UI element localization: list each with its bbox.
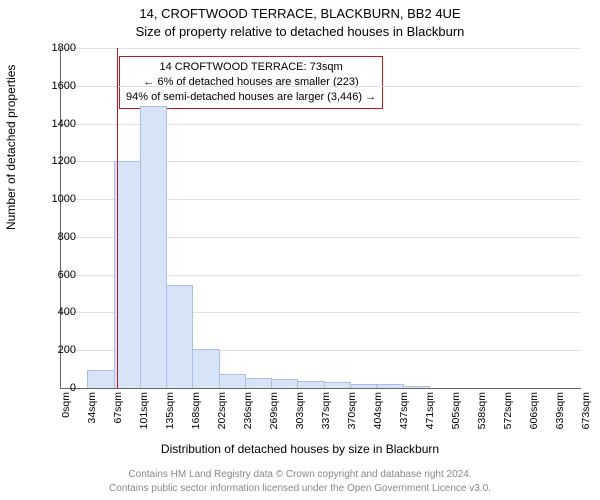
- title-line2: Size of property relative to detached ho…: [0, 24, 600, 39]
- y-tick-label: 200: [36, 344, 76, 356]
- marker-line: [117, 48, 118, 388]
- x-tick-label: 606sqm: [528, 392, 540, 442]
- x-tick-label: 135sqm: [164, 392, 176, 442]
- y-axis-label: Number of detached properties: [4, 65, 18, 230]
- x-tick-label: 303sqm: [294, 392, 306, 442]
- x-tick-label: 572sqm: [502, 392, 514, 442]
- plot-area: 14 CROFTWOOD TERRACE: 73sqm ← 6% of deta…: [60, 48, 581, 389]
- histogram-bar: [324, 382, 351, 388]
- x-tick-label: 0sqm: [60, 392, 72, 442]
- annotation-line1: 14 CROFTWOOD TERRACE: 73sqm: [126, 60, 376, 75]
- x-tick-label: 471sqm: [424, 392, 436, 442]
- x-tick-label: 639sqm: [554, 392, 566, 442]
- y-tick-label: 600: [36, 269, 76, 281]
- histogram-bar: [350, 384, 377, 388]
- footer-line1: Contains HM Land Registry data © Crown c…: [0, 469, 600, 480]
- histogram-bar: [140, 106, 167, 388]
- histogram-bar: [271, 379, 298, 388]
- title-line1: 14, CROFTWOOD TERRACE, BLACKBURN, BB2 4U…: [0, 6, 600, 21]
- y-tick-label: 1400: [36, 118, 76, 130]
- x-tick-label: 236sqm: [242, 392, 254, 442]
- footer-line2: Contains public sector information licen…: [0, 483, 600, 494]
- x-tick-label: 269sqm: [268, 392, 280, 442]
- gridline-h: [61, 86, 581, 87]
- histogram-bar: [192, 349, 219, 388]
- x-tick-label: 505sqm: [450, 392, 462, 442]
- x-tick-label: 202sqm: [216, 392, 228, 442]
- y-tick-label: 800: [36, 231, 76, 243]
- x-tick-label: 337sqm: [320, 392, 332, 442]
- x-tick-label: 538sqm: [476, 392, 488, 442]
- y-tick-label: 1800: [36, 42, 76, 54]
- histogram-bar: [376, 384, 403, 388]
- x-tick-label: 168sqm: [190, 392, 202, 442]
- x-tick-label: 67sqm: [112, 392, 124, 442]
- histogram-bar: [403, 386, 430, 388]
- histogram-bar: [245, 378, 272, 388]
- x-tick-label: 370sqm: [346, 392, 358, 442]
- x-tick-label: 34sqm: [86, 392, 98, 442]
- y-tick-label: 1200: [36, 155, 76, 167]
- x-tick-label: 404sqm: [372, 392, 384, 442]
- histogram-bar: [297, 381, 324, 388]
- x-tick-label: 673sqm: [580, 392, 592, 442]
- y-tick-label: 1600: [36, 80, 76, 92]
- y-tick-label: 400: [36, 306, 76, 318]
- gridline-h: [61, 48, 581, 49]
- annotation-line3: 94% of semi-detached houses are larger (…: [126, 90, 376, 105]
- x-tick-label: 101sqm: [138, 392, 150, 442]
- annotation-box: 14 CROFTWOOD TERRACE: 73sqm ← 6% of deta…: [119, 56, 383, 109]
- histogram-bar: [166, 285, 193, 388]
- chart-container: 14, CROFTWOOD TERRACE, BLACKBURN, BB2 4U…: [0, 0, 600, 500]
- annotation-line2: ← 6% of detached houses are smaller (223…: [126, 75, 376, 90]
- histogram-bar: [87, 370, 114, 388]
- y-tick-label: 1000: [36, 193, 76, 205]
- x-tick-label: 437sqm: [398, 392, 410, 442]
- x-axis-label: Distribution of detached houses by size …: [0, 442, 600, 456]
- histogram-bar: [219, 374, 246, 388]
